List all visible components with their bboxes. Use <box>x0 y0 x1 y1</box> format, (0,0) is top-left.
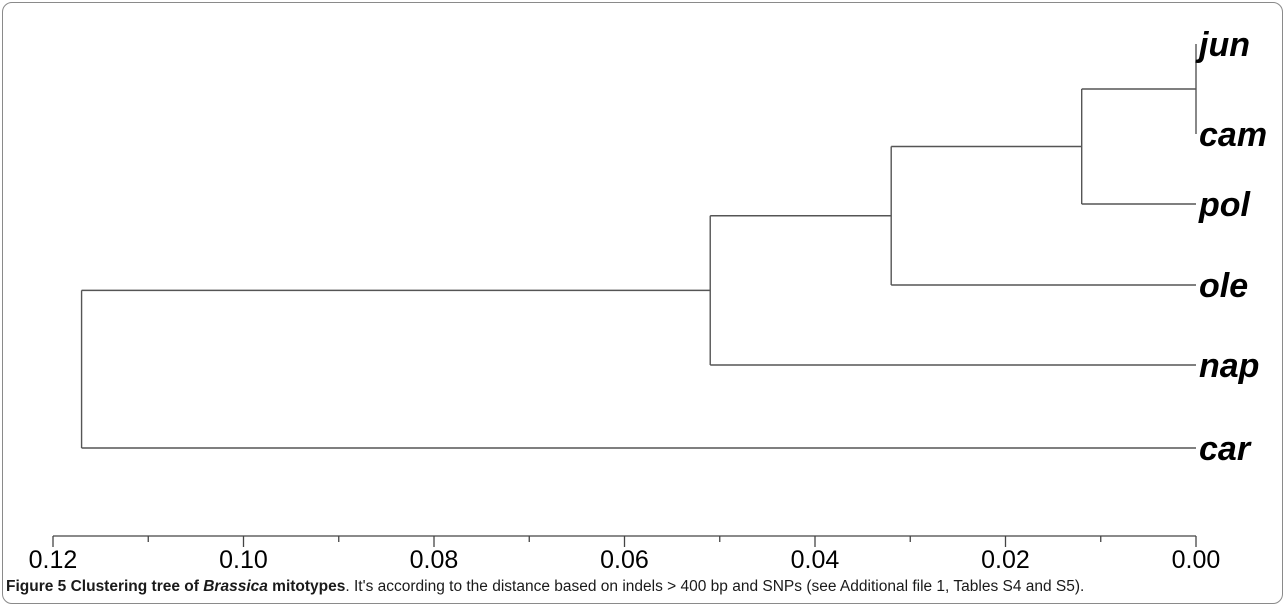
leaf-label-pol: pol <box>1198 186 1252 224</box>
axis-ticks: 0.12 0.10 0.08 0.06 0.04 0.02 0.00 <box>29 536 1221 574</box>
caption-text: . It's according to the distance based o… <box>345 578 1085 595</box>
tick-label: 0.02 <box>981 546 1030 574</box>
caption-title-prefix: Figure 5 Clustering tree of <box>6 578 204 595</box>
leaf-label-ole: ole <box>1199 267 1248 305</box>
tick-label: 0.04 <box>791 546 840 574</box>
leaf-label-jun: jun <box>1195 26 1250 64</box>
tree-branches <box>80 44 1197 449</box>
leaf-label-nap: nap <box>1199 347 1259 385</box>
leaf-labels: jun cam pol ole nap car <box>1195 26 1267 468</box>
tick-label: 0.00 <box>1172 546 1221 574</box>
leaf-label-cam: cam <box>1199 116 1267 154</box>
leaf-label-car: car <box>1199 430 1252 468</box>
figure-caption: Figure 5 Clustering tree of Brassica mit… <box>6 577 1278 597</box>
distance-axis: 0.12 0.10 0.08 0.06 0.04 0.02 0.00 <box>29 535 1221 574</box>
tick-label: 0.12 <box>29 546 78 574</box>
tick-label: 0.06 <box>600 546 649 574</box>
tick-label: 0.10 <box>219 546 268 574</box>
caption-title-suffix: mitotypes <box>267 578 346 595</box>
caption-title-italic: Brassica <box>203 578 268 595</box>
tick-label: 0.08 <box>410 546 459 574</box>
